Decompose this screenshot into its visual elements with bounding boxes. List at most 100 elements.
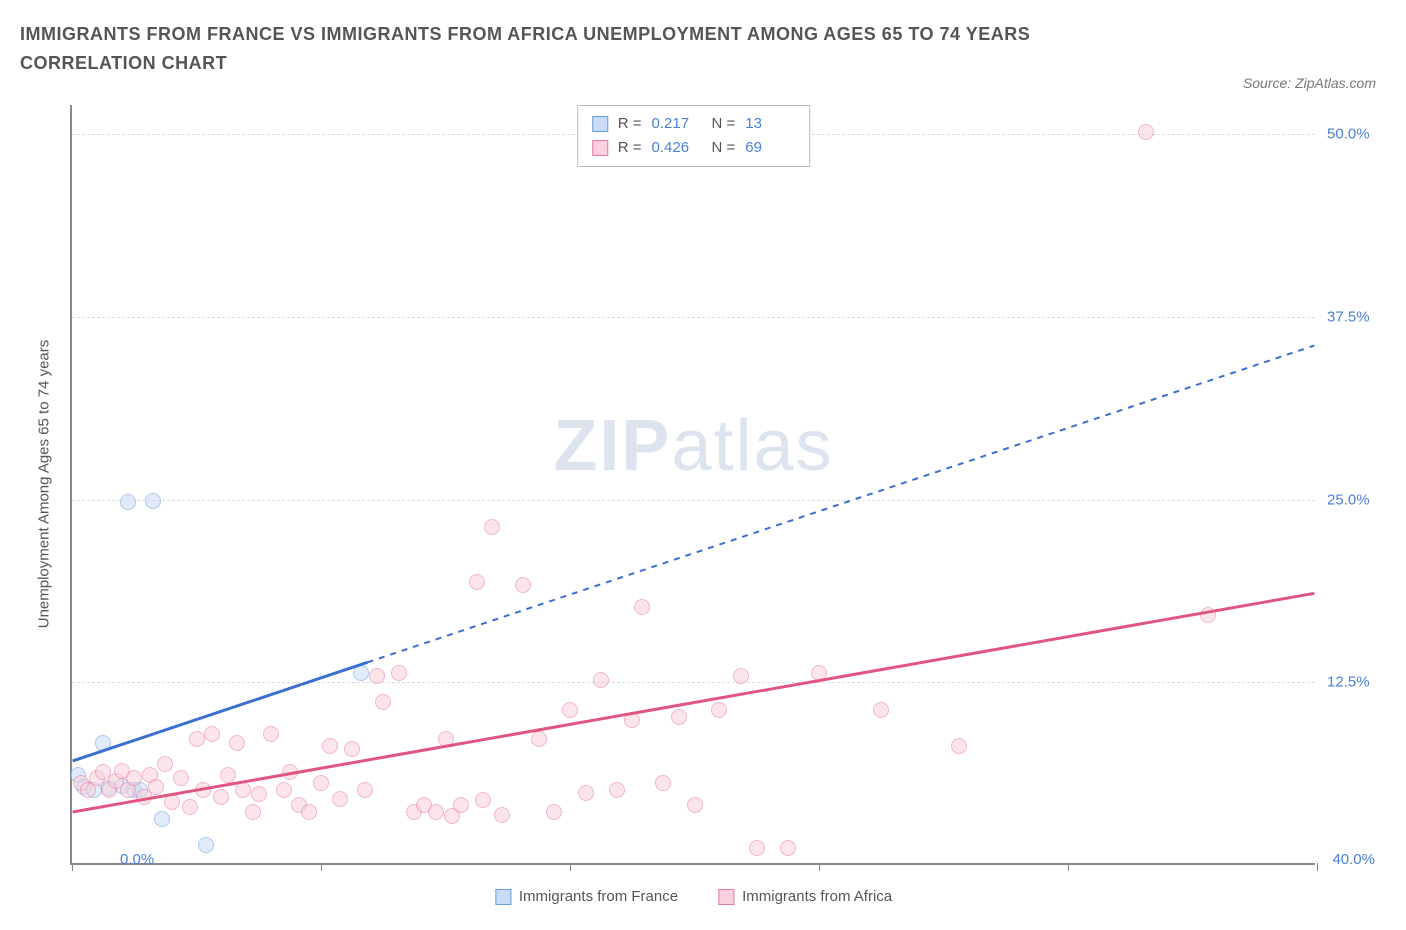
scatter-point bbox=[749, 840, 765, 856]
scatter-point bbox=[154, 811, 170, 827]
scatter-point bbox=[711, 702, 727, 718]
scatter-point bbox=[687, 797, 703, 813]
r-value-france: 0.217 bbox=[652, 112, 702, 136]
bottom-legend: Immigrants from France Immigrants from A… bbox=[495, 888, 892, 905]
scatter-point bbox=[531, 731, 547, 747]
x-tick bbox=[819, 863, 820, 871]
scatter-point bbox=[357, 782, 373, 798]
y-tick-label: 37.5% bbox=[1327, 308, 1387, 325]
y-tick-label: 50.0% bbox=[1327, 126, 1387, 143]
legend-item-france: Immigrants from France bbox=[495, 888, 678, 905]
x-axis-max-label: 40.0% bbox=[1332, 851, 1375, 868]
watermark: ZIPatlas bbox=[553, 405, 833, 487]
scatter-point bbox=[475, 792, 491, 808]
plot-area: ZIPatlas R = 0.217 N = 13 R = 0.426 N = … bbox=[70, 105, 1315, 865]
scatter-point bbox=[95, 735, 111, 751]
scatter-point bbox=[245, 804, 261, 820]
scatter-point bbox=[1138, 124, 1154, 140]
scatter-point bbox=[494, 807, 510, 823]
n-label: N = bbox=[712, 112, 736, 136]
r-value-africa: 0.426 bbox=[652, 136, 702, 160]
x-axis-min-label: 0.0% bbox=[120, 851, 154, 868]
x-tick bbox=[72, 863, 73, 871]
chart-title: IMMIGRANTS FROM FRANCE VS IMMIGRANTS FRO… bbox=[20, 20, 1120, 78]
scatter-point bbox=[733, 668, 749, 684]
legend-stats-row-africa: R = 0.426 N = 69 bbox=[592, 136, 796, 160]
scatter-point bbox=[811, 665, 827, 681]
swatch-france bbox=[592, 116, 608, 132]
scatter-point bbox=[282, 764, 298, 780]
scatter-point bbox=[189, 731, 205, 747]
scatter-point bbox=[276, 782, 292, 798]
legend-stats-row-france: R = 0.217 N = 13 bbox=[592, 112, 796, 136]
r-label: R = bbox=[618, 136, 642, 160]
scatter-point bbox=[126, 770, 142, 786]
scatter-point bbox=[438, 731, 454, 747]
scatter-point bbox=[951, 738, 967, 754]
scatter-point bbox=[301, 804, 317, 820]
scatter-point bbox=[428, 804, 444, 820]
n-value-france: 13 bbox=[745, 112, 795, 136]
y-tick-label: 12.5% bbox=[1327, 674, 1387, 691]
scatter-point bbox=[204, 726, 220, 742]
r-label: R = bbox=[618, 112, 642, 136]
scatter-point bbox=[251, 786, 267, 802]
scatter-point bbox=[484, 519, 500, 535]
scatter-point bbox=[369, 668, 385, 684]
legend-stats-box: R = 0.217 N = 13 R = 0.426 N = 69 bbox=[577, 105, 811, 167]
watermark-atlas: atlas bbox=[671, 406, 833, 486]
scatter-point bbox=[562, 702, 578, 718]
scatter-point bbox=[220, 767, 236, 783]
scatter-point bbox=[263, 726, 279, 742]
x-tick bbox=[570, 863, 571, 871]
scatter-point bbox=[332, 791, 348, 807]
watermark-zip: ZIP bbox=[553, 406, 671, 486]
scatter-point bbox=[235, 782, 251, 798]
scatter-point bbox=[391, 665, 407, 681]
scatter-point bbox=[198, 837, 214, 853]
scatter-point bbox=[655, 775, 671, 791]
scatter-point bbox=[120, 494, 136, 510]
scatter-point bbox=[469, 574, 485, 590]
x-tick bbox=[1068, 863, 1069, 871]
scatter-point bbox=[546, 804, 562, 820]
swatch-africa-icon bbox=[718, 889, 734, 905]
scatter-point bbox=[375, 694, 391, 710]
source-label: Source: bbox=[1243, 75, 1291, 91]
scatter-point bbox=[344, 741, 360, 757]
trend-lines bbox=[72, 105, 1315, 863]
n-label: N = bbox=[712, 136, 736, 160]
legend-label-africa: Immigrants from Africa bbox=[742, 888, 892, 905]
scatter-point bbox=[593, 672, 609, 688]
scatter-point bbox=[145, 493, 161, 509]
n-value-africa: 69 bbox=[745, 136, 795, 160]
scatter-point bbox=[1200, 607, 1216, 623]
scatter-point bbox=[182, 799, 198, 815]
scatter-point bbox=[873, 702, 889, 718]
gridline-h bbox=[72, 682, 1315, 683]
x-tick bbox=[1317, 863, 1318, 871]
scatter-point bbox=[624, 712, 640, 728]
legend-item-africa: Immigrants from Africa bbox=[718, 888, 892, 905]
source-name: ZipAtlas.com bbox=[1295, 75, 1376, 91]
scatter-point bbox=[780, 840, 796, 856]
scatter-point bbox=[671, 709, 687, 725]
gridline-h bbox=[72, 500, 1315, 501]
scatter-point bbox=[195, 782, 211, 798]
y-tick-label: 25.0% bbox=[1327, 491, 1387, 508]
gridline-h bbox=[72, 317, 1315, 318]
legend-label-france: Immigrants from France bbox=[519, 888, 678, 905]
scatter-point bbox=[313, 775, 329, 791]
scatter-point bbox=[515, 577, 531, 593]
scatter-point bbox=[148, 779, 164, 795]
chart-container: IMMIGRANTS FROM FRANCE VS IMMIGRANTS FRO… bbox=[20, 20, 1386, 910]
scatter-point bbox=[229, 735, 245, 751]
x-tick bbox=[321, 863, 322, 871]
scatter-point bbox=[164, 794, 180, 810]
scatter-point bbox=[634, 599, 650, 615]
scatter-point bbox=[213, 789, 229, 805]
scatter-point bbox=[353, 665, 369, 681]
scatter-point bbox=[157, 756, 173, 772]
swatch-africa bbox=[592, 140, 608, 156]
scatter-point bbox=[609, 782, 625, 798]
